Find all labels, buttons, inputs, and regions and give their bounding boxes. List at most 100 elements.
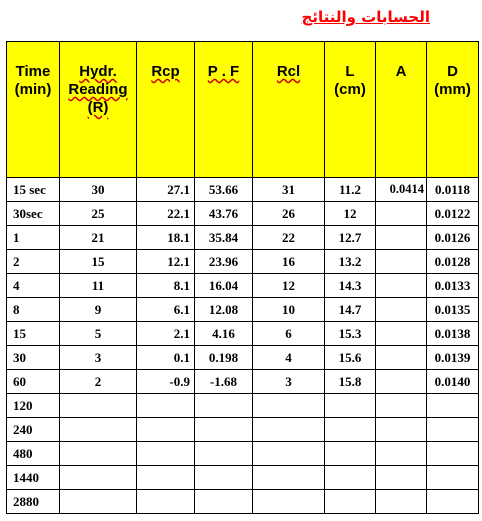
cell-pf: 4.16 — [194, 321, 253, 346]
cell-hydr-reading — [59, 489, 137, 514]
table-row: 30sec 25 22.1 43.76 26 12 0.0122 — [6, 201, 479, 226]
cell-pf — [194, 441, 253, 466]
cell-hydr-reading — [59, 417, 137, 442]
cell-rcp: 0.1 — [136, 345, 195, 370]
cell-time: 4 — [6, 273, 60, 298]
cell-d — [426, 441, 479, 466]
cell-a — [375, 249, 427, 274]
cell-pf: 12.08 — [194, 297, 253, 322]
cell-a — [375, 393, 427, 418]
cell-d: 0.0135 — [426, 297, 479, 322]
cell-rcl — [252, 417, 325, 442]
cell-time: 15 — [6, 321, 60, 346]
cell-rcl: 10 — [252, 297, 325, 322]
cell-pf — [194, 465, 253, 490]
cell-pf: 35.84 — [194, 225, 253, 250]
table-row: 1 21 18.1 35.84 22 12.7 0.0126 — [6, 225, 479, 250]
cell-rcl: 31 — [252, 177, 325, 202]
cell-l: 11.2 — [324, 177, 376, 202]
cell-rcp: 22.1 — [136, 201, 195, 226]
cell-pf: 53.66 — [194, 177, 253, 202]
cell-rcp: -0.9 — [136, 369, 195, 394]
header-hydr-reading: Hydr. Reading (R) — [59, 41, 137, 178]
cell-rcl — [252, 489, 325, 514]
cell-pf: -1.68 — [194, 369, 253, 394]
cell-a — [375, 297, 427, 322]
cell-hydr-reading: 25 — [59, 201, 137, 226]
cell-l — [324, 489, 376, 514]
cell-rcp: 2.1 — [136, 321, 195, 346]
cell-d — [426, 393, 479, 418]
cell-d: 0.0140 — [426, 369, 479, 394]
header-d: D (mm) — [426, 41, 479, 178]
cell-rcp: 12.1 — [136, 249, 195, 274]
cell-hydr-reading — [59, 465, 137, 490]
cell-rcp: 8.1 — [136, 273, 195, 298]
table-row: 15 5 2.1 4.16 6 15.3 0.0138 — [6, 321, 479, 346]
cell-pf: 16.04 — [194, 273, 253, 298]
cell-rcp: 6.1 — [136, 297, 195, 322]
cell-l: 14.7 — [324, 297, 376, 322]
cell-a — [375, 225, 427, 250]
cell-time: 2 — [6, 249, 60, 274]
cell-d: 0.0128 — [426, 249, 479, 274]
cell-d — [426, 465, 479, 490]
cell-d: 0.0138 — [426, 321, 479, 346]
cell-l: 15.8 — [324, 369, 376, 394]
table-row: 4 11 8.1 16.04 12 14.3 0.0133 — [6, 273, 479, 298]
header-time: Time (min) — [6, 41, 60, 178]
cell-l — [324, 441, 376, 466]
cell-a: 0.0414 — [375, 177, 427, 202]
cell-time: 60 — [6, 369, 60, 394]
cell-time: 120 — [6, 393, 60, 418]
cell-rcl: 3 — [252, 369, 325, 394]
cell-pf: 0.198 — [194, 345, 253, 370]
cell-a — [375, 321, 427, 346]
cell-rcp — [136, 393, 195, 418]
table-row: 480 — [6, 441, 479, 466]
cell-time: 30sec — [6, 201, 60, 226]
cell-time: 15 sec — [6, 177, 60, 202]
cell-rcl: 16 — [252, 249, 325, 274]
header-a: A — [375, 41, 427, 178]
cell-pf — [194, 417, 253, 442]
cell-rcp — [136, 417, 195, 442]
page-title: الحسابات والنتائج — [301, 8, 430, 26]
cell-hydr-reading: 15 — [59, 249, 137, 274]
header-l: L (cm) — [324, 41, 376, 178]
cell-a — [375, 369, 427, 394]
cell-rcp — [136, 441, 195, 466]
table-row: 2880 — [6, 489, 479, 514]
cell-l: 13.2 — [324, 249, 376, 274]
cell-a — [375, 273, 427, 298]
header-pf: P . F — [194, 41, 253, 178]
cell-pf: 43.76 — [194, 201, 253, 226]
cell-rcp: 18.1 — [136, 225, 195, 250]
cell-l — [324, 465, 376, 490]
cell-time: 8 — [6, 297, 60, 322]
cell-d — [426, 417, 479, 442]
cell-a — [375, 345, 427, 370]
cell-rcl — [252, 393, 325, 418]
table-row: 120 — [6, 393, 479, 418]
cell-d — [426, 489, 479, 514]
header-rcl: Rcl — [252, 41, 325, 178]
cell-a — [375, 201, 427, 226]
cell-rcl — [252, 441, 325, 466]
cell-pf — [194, 393, 253, 418]
cell-pf — [194, 489, 253, 514]
cell-rcl: 22 — [252, 225, 325, 250]
cell-hydr-reading: 30 — [59, 177, 137, 202]
cell-hydr-reading — [59, 441, 137, 466]
cell-a — [375, 417, 427, 442]
cell-l: 15.3 — [324, 321, 376, 346]
table-row: 60 2 -0.9 -1.68 3 15.8 0.0140 — [6, 369, 479, 394]
cell-hydr-reading: 3 — [59, 345, 137, 370]
cell-a — [375, 489, 427, 514]
cell-hydr-reading: 2 — [59, 369, 137, 394]
cell-rcl: 4 — [252, 345, 325, 370]
cell-rcl — [252, 465, 325, 490]
cell-l — [324, 393, 376, 418]
cell-d: 0.0126 — [426, 225, 479, 250]
cell-time: 2880 — [6, 489, 60, 514]
